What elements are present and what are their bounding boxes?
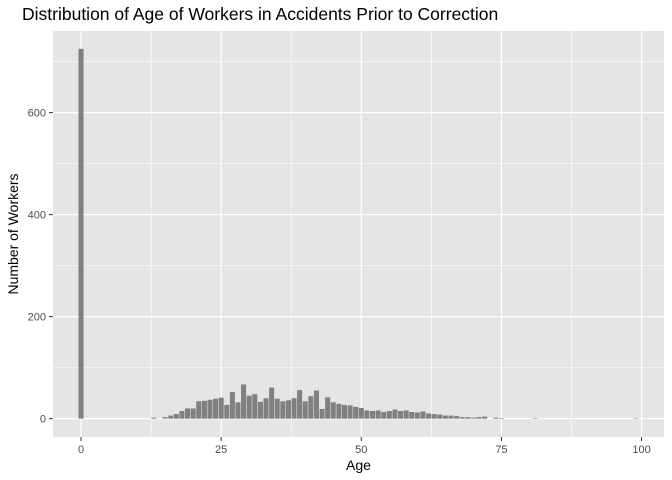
- y-axis-title: Number of Workers: [5, 173, 21, 294]
- histogram-bar: [420, 411, 426, 419]
- x-tick-label: 0: [78, 444, 84, 456]
- histogram-bar: [179, 410, 185, 419]
- histogram-bar: [196, 401, 202, 419]
- minor-gridlines: [53, 31, 664, 437]
- histogram-bar: [369, 410, 376, 419]
- histogram-bar: [459, 417, 465, 419]
- histogram-bar: [302, 401, 308, 419]
- histogram-bar: [532, 418, 538, 419]
- x-tick-label: 100: [632, 444, 650, 456]
- y-tick-label: 400: [28, 210, 46, 222]
- histogram-bar: [633, 418, 639, 419]
- histogram-bar: [218, 397, 224, 419]
- y-axis: 0 200 400 600: [28, 108, 53, 426]
- histogram-bar: [364, 410, 370, 419]
- histogram-bar: [229, 392, 235, 419]
- histogram-bar: [151, 417, 157, 419]
- histogram-bar: [297, 390, 303, 419]
- histogram-bar: [347, 405, 353, 419]
- histogram-bar: [263, 398, 269, 419]
- histogram-bar: [241, 384, 247, 419]
- histogram-bar: [426, 413, 432, 419]
- histogram-bar: [257, 401, 263, 419]
- histogram-bar: [409, 412, 415, 419]
- histogram-bar: [381, 412, 387, 419]
- histogram-bar: [465, 417, 471, 419]
- histogram-bar: [185, 408, 191, 419]
- histogram-bar: [375, 410, 381, 419]
- chart-title: Distribution of Age of Workers in Accide…: [22, 4, 499, 24]
- histogram-bar: [431, 414, 437, 419]
- histogram-bar: [437, 414, 443, 419]
- histogram-bar: [498, 418, 504, 419]
- histogram-bar: [442, 415, 448, 419]
- histogram-bar: [280, 401, 286, 419]
- histogram-bar: [386, 410, 392, 419]
- histogram-bar: [476, 417, 482, 419]
- histogram-bar: [207, 399, 213, 419]
- histogram-bar: [313, 390, 319, 419]
- histogram-bar: [454, 416, 460, 419]
- histogram-bar: [168, 415, 174, 419]
- histogram-bar: [403, 410, 409, 419]
- histogram-bar: [319, 408, 325, 419]
- histogram-bar: [235, 402, 241, 419]
- plot-panel: [53, 31, 664, 437]
- histogram-bar: [274, 398, 280, 419]
- histogram-bar: [190, 408, 196, 419]
- y-tick-label: 200: [28, 312, 46, 324]
- x-tick-label: 25: [215, 444, 227, 456]
- histogram-bar: [470, 417, 476, 419]
- histogram-bar: [336, 403, 342, 419]
- histogram-bar: [330, 402, 336, 419]
- histogram-bar: [308, 396, 314, 419]
- histogram-bar: [325, 397, 331, 419]
- histogram-bar: [201, 400, 207, 419]
- histogram-bar: [291, 398, 297, 419]
- histogram-bar: [414, 412, 420, 419]
- histogram-bar: [224, 404, 230, 419]
- histogram-bar: [482, 416, 488, 419]
- histogram-bar: [246, 395, 252, 419]
- x-tick-label: 50: [355, 444, 367, 456]
- histogram-bar: [392, 409, 398, 419]
- y-tick-label: 0: [40, 414, 46, 426]
- histogram-bar: [162, 417, 168, 419]
- histogram-bar: [341, 404, 348, 419]
- x-axis: 0 25 50 75 100: [78, 437, 651, 456]
- histogram-bar: [252, 394, 258, 419]
- histogram-bar: [398, 410, 404, 419]
- x-tick-label: 75: [495, 444, 507, 456]
- histogram-bar: [269, 387, 275, 419]
- histogram-bar: [353, 406, 359, 419]
- histogram-bar: [285, 400, 291, 419]
- x-axis-title: Age: [346, 457, 371, 473]
- histogram-bar: [358, 407, 364, 419]
- histogram-bar: [493, 417, 499, 419]
- y-tick-label: 600: [28, 108, 46, 120]
- histogram-bar: [173, 414, 179, 419]
- histogram-bar: [448, 415, 454, 419]
- histogram-bar: [213, 398, 219, 419]
- histogram-bar: [78, 48, 84, 419]
- bars: [78, 48, 639, 419]
